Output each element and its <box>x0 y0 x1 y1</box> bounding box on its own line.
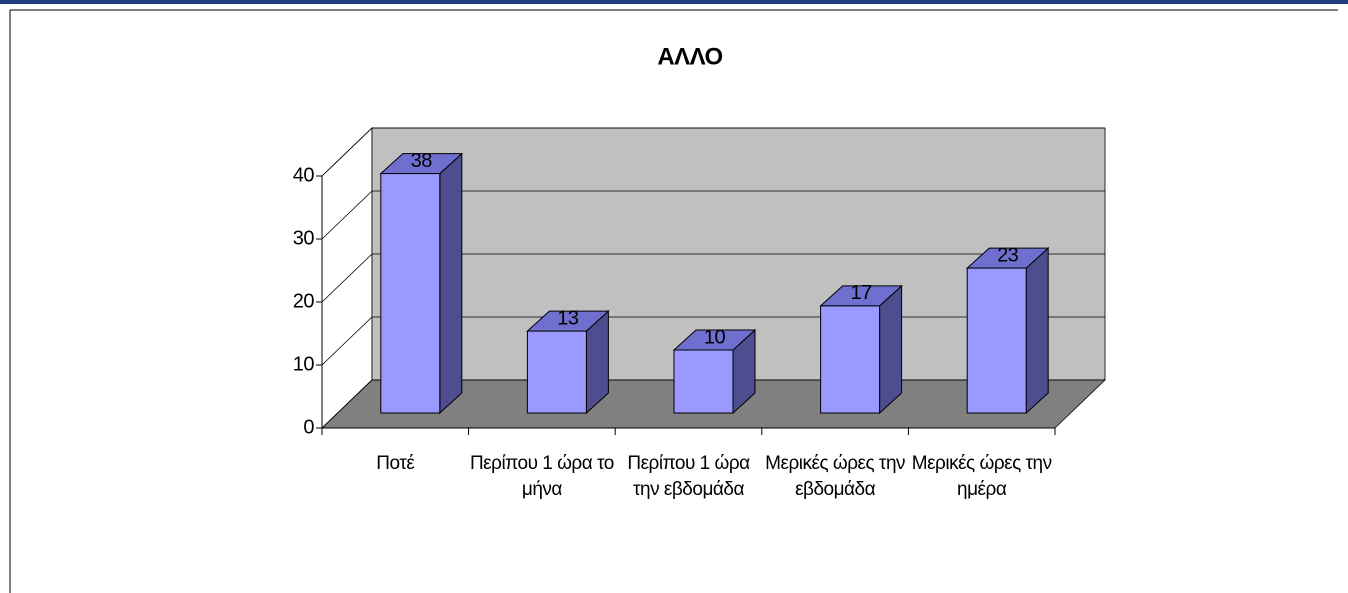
bar <box>966 267 1027 414</box>
x-tick-label: Περίπου 1 ώρα την εβδομάδα <box>627 453 750 500</box>
y-tick-label: 0 <box>303 416 314 438</box>
grid-line <box>321 253 1105 303</box>
y-tick-label: 30 <box>293 227 315 249</box>
y-tick-label: 10 <box>293 353 315 375</box>
bar-side <box>1025 246 1049 415</box>
grid-line <box>321 190 1105 240</box>
grid-line <box>321 127 1105 177</box>
x-tick-label: Μερικές ώρες την ημέρα <box>911 453 1052 500</box>
value-label: 38 <box>411 150 433 172</box>
y-tick-label: 20 <box>293 290 315 312</box>
value-label: 17 <box>850 282 872 304</box>
bar <box>380 173 441 414</box>
chart-title: ΑΛΛΟ <box>657 43 722 70</box>
x-tick-label: Μερικές ώρες την εβδομάδα <box>765 453 906 500</box>
bar <box>526 330 587 414</box>
bar-side <box>439 152 463 415</box>
bar <box>820 305 881 414</box>
value-label: 13 <box>557 307 579 329</box>
value-label: 10 <box>704 326 726 348</box>
bar <box>673 349 734 414</box>
y-tick-label: 40 <box>293 164 315 186</box>
bar-side <box>879 284 903 415</box>
top-bar <box>0 0 1348 4</box>
x-tick-label: Ποτέ <box>376 453 415 474</box>
x-tick-label: Περίπου 1 ώρα το μήνα <box>469 453 614 500</box>
value-label: 23 <box>997 244 1019 266</box>
